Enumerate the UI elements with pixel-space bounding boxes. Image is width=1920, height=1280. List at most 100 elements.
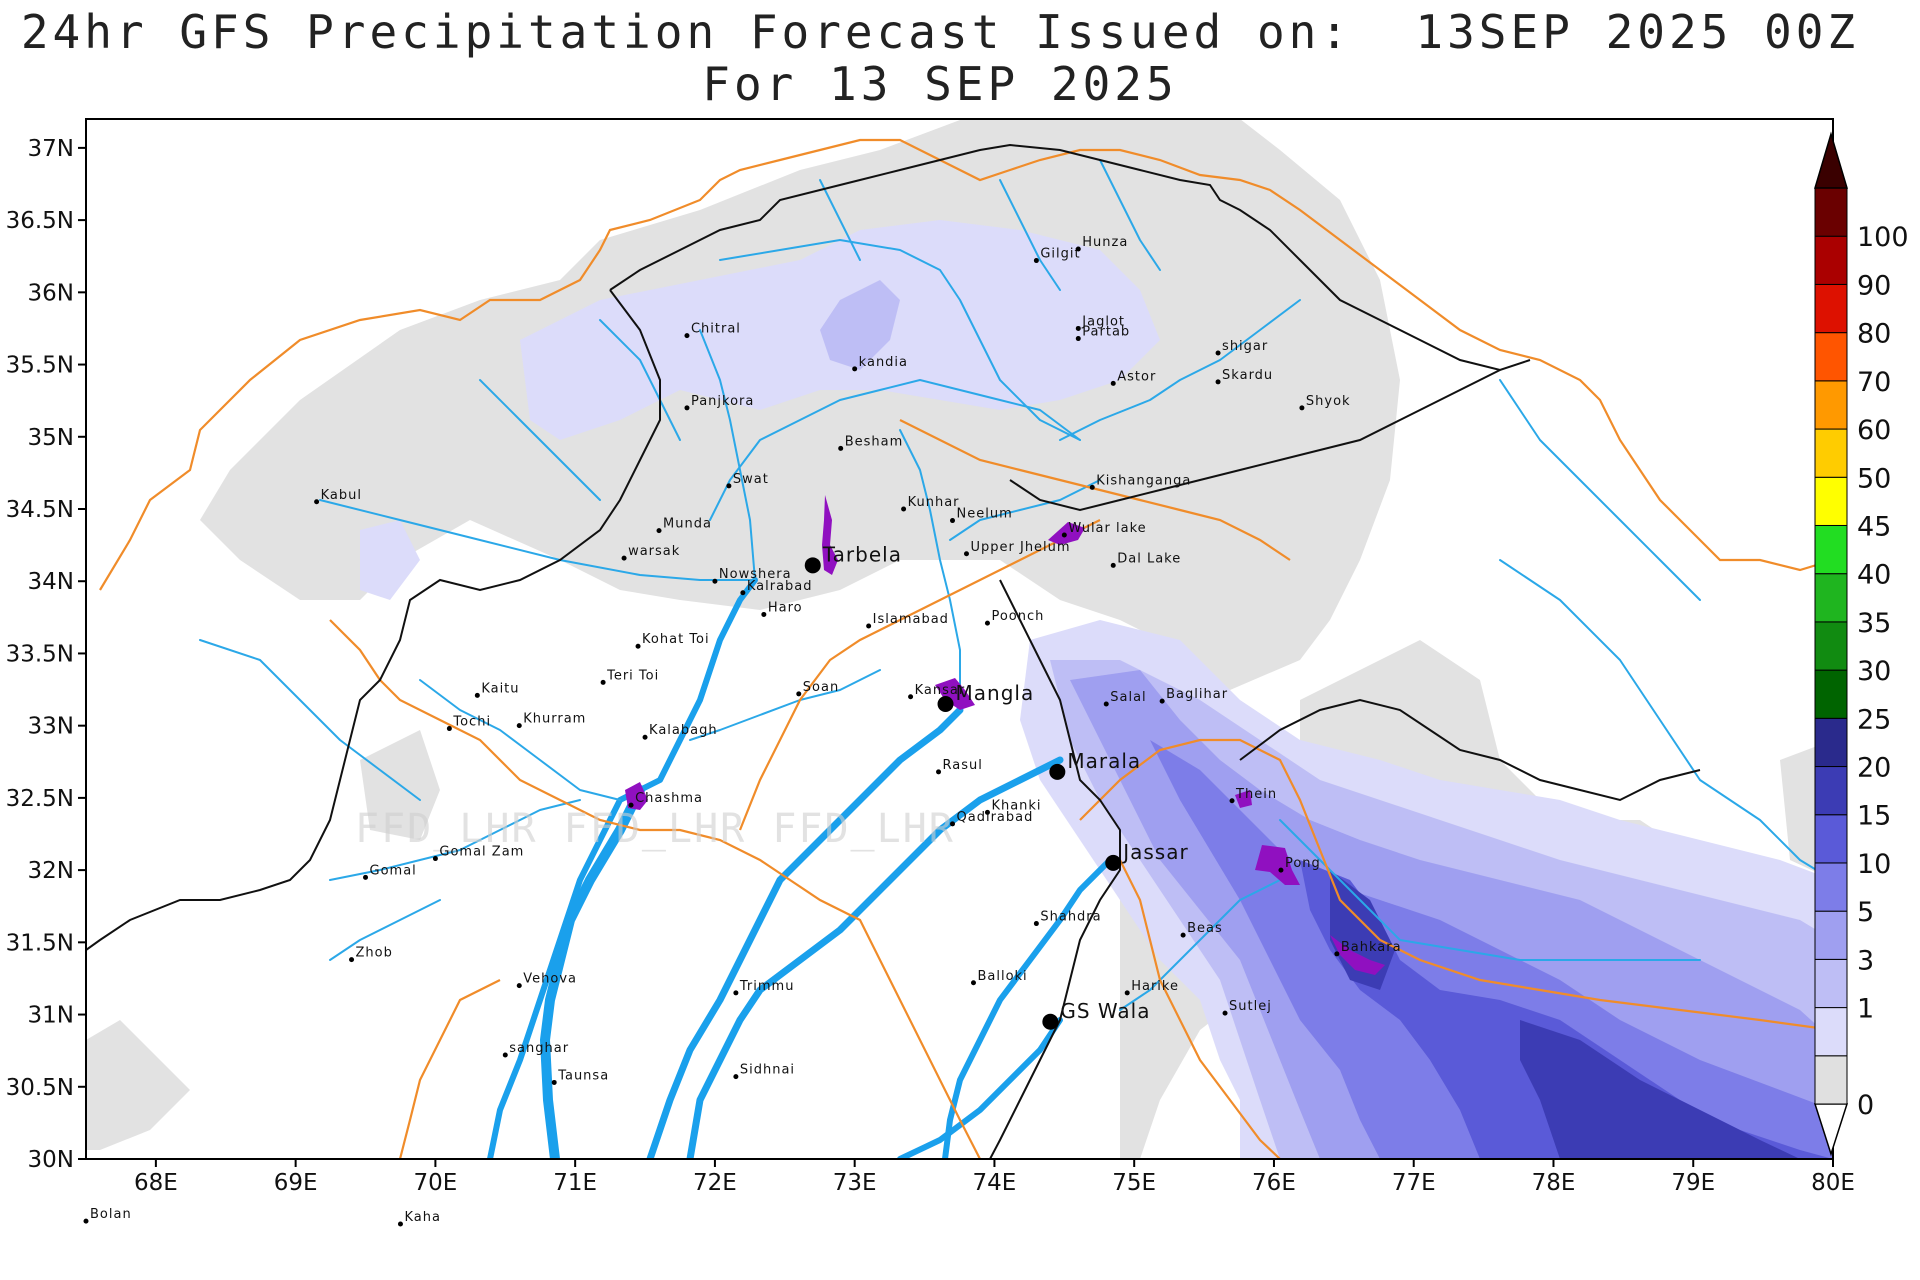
place-label: Poonch (991, 609, 1044, 624)
colorbar-max-triangle (1813, 131, 1849, 189)
lon-tick-label: 80E (1811, 1170, 1855, 1196)
watermark-text: FFD_LHR FFD_LHR FFD_LHR (355, 806, 955, 852)
river-shyok (1059, 299, 1301, 441)
place-dot (1075, 336, 1081, 342)
river-ladakh-2 (1499, 379, 1701, 601)
colorbar-segment (1814, 958, 1848, 1009)
river-chenab (686, 756, 1064, 1159)
station-label: Jassar (1121, 840, 1188, 864)
station-dot (1042, 1013, 1059, 1030)
place-dot (516, 983, 522, 989)
reservoir-thein (1235, 790, 1252, 808)
place-dot (984, 620, 990, 626)
reservoir-pong (1255, 845, 1300, 885)
place-dot (761, 611, 767, 617)
lat-tick-label: 31N (28, 1003, 74, 1029)
place-dot (1033, 258, 1039, 264)
place-label: Taunsa (557, 1068, 609, 1083)
place-dot (733, 990, 739, 996)
place-dot (363, 874, 369, 880)
place-dot (1229, 798, 1235, 804)
station-markers: Tarbela Mangla Marala Jassar GS Wala (804, 542, 1188, 1030)
place-label: Pong (1285, 856, 1321, 871)
river-jhelum (646, 706, 964, 1159)
river-ladakh (1499, 559, 1833, 881)
place-dot (733, 1074, 739, 1080)
place-label: sanghar (509, 1041, 569, 1056)
place-label: Khurram (523, 712, 586, 727)
colorbar-segment (1814, 187, 1848, 237)
colorbar-segment (1814, 766, 1848, 816)
place-label: Balloki (977, 969, 1027, 984)
place-label: Haro (768, 600, 803, 615)
river-western (199, 639, 421, 801)
river-zhob (329, 899, 441, 961)
river-gomal (329, 799, 581, 881)
lat-tick-label: 34.5N (6, 497, 74, 523)
station-label: Mangla (956, 681, 1035, 705)
reservoir-mangla (935, 678, 975, 710)
place-label: Shahdra (1040, 910, 1101, 925)
place-label: Swat (733, 472, 769, 487)
place-label: Gomal Zam (439, 845, 524, 860)
place-label: Gomal (370, 863, 417, 878)
place-label: Islamabad (873, 612, 949, 627)
lat-tick-label: 33N (28, 714, 74, 740)
place-label: Kunhar (908, 495, 960, 510)
place-label: Soan (803, 680, 839, 695)
river-upper-indus (709, 379, 1081, 521)
river-kurram (419, 679, 621, 801)
place-label: Dal Lake (1117, 551, 1181, 566)
basin-boundary-orange (99, 138, 1833, 591)
place-dot (950, 518, 956, 524)
river-indus-lower (540, 785, 645, 1159)
place-dot (635, 643, 641, 649)
place-dot (1278, 867, 1284, 873)
colorbar-segment (1814, 380, 1848, 430)
place-label: Kabul (321, 488, 362, 503)
place-label: Khanki (991, 798, 1041, 813)
lat-tick-label: 36.5N (6, 208, 74, 234)
title-line-1: 24hr GFS Precipitation Forecast Issued o… (20, 5, 1860, 59)
colorbar-label: 80 (1857, 319, 1891, 350)
map-title: 24hr GFS Precipitation Forecast Issued o… (0, 6, 1880, 110)
station-dot (804, 557, 821, 574)
place-label: Besham (845, 434, 904, 449)
place-dot (1222, 1010, 1228, 1016)
place-label: Kansar (915, 683, 966, 698)
basin-boundary-orange-3 (329, 619, 981, 1159)
place-label: Partab (1082, 325, 1130, 340)
river-sutlej (897, 1017, 1063, 1159)
place-label: Upper Jhelum (970, 540, 1070, 555)
precip-zone-3-5-north (820, 280, 900, 370)
place-dot (621, 555, 627, 561)
place-label: Salal (1110, 690, 1146, 705)
map-axes: 68E 69E 70E 71E 72E 73E 74E 75E 76E 77E 78E 79E 80E 3… (6, 136, 1855, 1196)
country-boundary-black-2 (86, 289, 661, 951)
lon-tick-label: 74E (973, 1170, 1017, 1196)
colorbar-label: 5 (1857, 897, 1874, 928)
lon-tick-label: 78E (1532, 1170, 1576, 1196)
place-dot (397, 1221, 403, 1227)
station-dot (1105, 854, 1122, 871)
lat-tick-label: 36N (28, 280, 74, 306)
place-dot (963, 551, 969, 557)
place-dot (502, 1052, 508, 1058)
place-label: Panjkora (691, 394, 754, 409)
lon-tick-label: 75E (1112, 1170, 1156, 1196)
river-trib-4 (1099, 159, 1161, 271)
place-dot (852, 366, 858, 372)
colorbar-segment (1814, 1055, 1848, 1105)
place-label: Hunza (1082, 235, 1128, 250)
place-label: kandia (859, 355, 908, 370)
place-dot (796, 691, 802, 697)
place-dot (474, 692, 480, 698)
place-label: Bahkara (1341, 940, 1402, 955)
place-dot (446, 726, 452, 732)
colorbar-segment (1814, 476, 1848, 526)
place-dot (1103, 701, 1109, 707)
basin-boundary-orange-7 (1119, 859, 1281, 1159)
place-dot (1124, 990, 1130, 996)
